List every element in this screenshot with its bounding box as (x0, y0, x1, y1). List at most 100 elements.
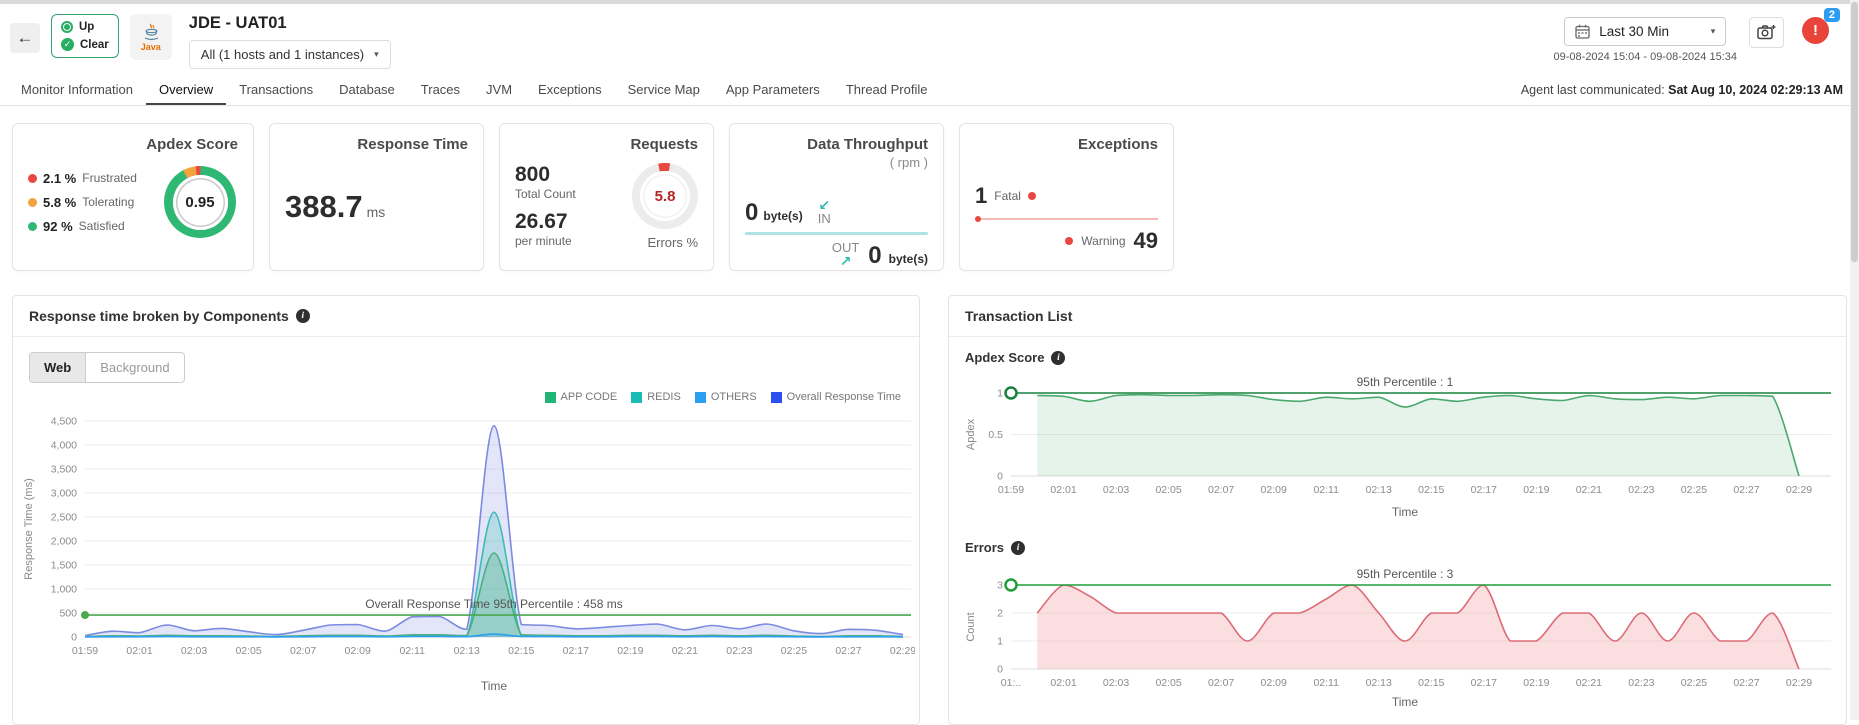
toggle-web[interactable]: Web (30, 353, 86, 382)
up-status-label: Up (79, 21, 94, 33)
fatal-dot-icon (1028, 192, 1036, 200)
health-status: ✓ Clear (61, 38, 109, 51)
svg-text:02:11: 02:11 (399, 645, 425, 657)
requests-total-label: Total Count (515, 187, 576, 201)
svg-text:02:05: 02:05 (235, 645, 261, 657)
chevron-down-icon: ▾ (374, 49, 379, 60)
svg-text:02:21: 02:21 (1576, 677, 1602, 689)
throughput-card-subtitle: ( rpm ) (745, 155, 928, 170)
svg-text:02:15: 02:15 (508, 645, 534, 657)
tab-app-parameters[interactable]: App Parameters (713, 75, 833, 105)
svg-text:02:27: 02:27 (1733, 677, 1759, 689)
tab-overview[interactable]: Overview (146, 75, 226, 105)
tab-traces[interactable]: Traces (408, 75, 473, 105)
monitor-type-label: Java (141, 42, 161, 52)
monitor-type-badge: Java (130, 14, 172, 60)
svg-text:02:29: 02:29 (1786, 484, 1812, 496)
back-button[interactable]: ← (10, 23, 40, 53)
tab-thread-profile[interactable]: Thread Profile (833, 75, 941, 105)
svg-text:02:25: 02:25 (1681, 484, 1707, 496)
svg-text:02:19: 02:19 (1523, 484, 1549, 496)
svg-text:02:01: 02:01 (126, 645, 152, 657)
svg-text:02:15: 02:15 (1418, 484, 1444, 496)
scrollbar-thumb[interactable] (1851, 2, 1858, 262)
svg-text:2: 2 (997, 608, 1003, 620)
data-throughput-card: Data Throughput ( rpm ) 0 byte(s) ↙ IN O… (729, 123, 944, 271)
java-icon (141, 23, 161, 41)
components-panel: Response time broken by Components i Web… (12, 295, 920, 725)
legend-item-overall-response-time[interactable]: Overall Response Time (771, 391, 901, 403)
fatal-label: Fatal (994, 189, 1021, 203)
info-icon[interactable]: i (296, 309, 310, 323)
tab-monitor-information[interactable]: Monitor Information (8, 75, 146, 105)
errors-chart: 012301:..02:0102:0302:0502:0702:0902:110… (961, 561, 1835, 711)
svg-text:02:29: 02:29 (1786, 677, 1812, 689)
svg-text:1,500: 1,500 (51, 560, 77, 572)
time-period-dropdown[interactable]: Last 30 Min ▾ (1564, 17, 1726, 46)
svg-text:2,000: 2,000 (51, 536, 77, 548)
svg-text:02:05: 02:05 (1155, 484, 1181, 496)
svg-text:0: 0 (997, 664, 1003, 676)
transaction-list-panel: Transaction List Apdex Score i 00.5101:5… (948, 295, 1847, 725)
legend-swatch-icon (545, 392, 556, 403)
svg-text:3,000: 3,000 (51, 488, 77, 500)
svg-text:02:21: 02:21 (672, 645, 698, 657)
time-range-text: 09-08-2024 15:04 - 09-08-2024 15:34 (1554, 51, 1737, 63)
apdex-gauge-value: 0.95 (173, 175, 228, 230)
kpi-cards-row: Apdex Score 2.1 %Frustrated5.8 %Tolerati… (0, 106, 1859, 271)
requests-card-title: Requests (515, 136, 698, 153)
svg-text:0: 0 (997, 471, 1003, 483)
exceptions-line (975, 218, 1158, 220)
tab-database[interactable]: Database (326, 75, 408, 105)
svg-text:02:13: 02:13 (1366, 677, 1392, 689)
legend-item-app-code[interactable]: APP CODE (545, 391, 618, 403)
info-icon[interactable]: i (1011, 541, 1025, 555)
legend-item-redis[interactable]: REDIS (631, 391, 681, 403)
svg-text:02:01: 02:01 (1050, 677, 1076, 689)
tab-service-map[interactable]: Service Map (615, 75, 713, 105)
tab-list: Monitor InformationOverviewTransactionsD… (8, 75, 940, 105)
tab-exceptions[interactable]: Exceptions (525, 75, 615, 105)
svg-text:500: 500 (59, 608, 77, 620)
alarms-button[interactable]: ! 2 (1802, 17, 1829, 44)
apdex-legend-row: 5.8 %Tolerating (28, 195, 137, 210)
throughput-out-unit: byte(s) (889, 252, 928, 268)
info-icon[interactable]: i (1051, 351, 1065, 365)
host-instance-dropdown[interactable]: All (1 hosts and 1 instances) ▾ (189, 40, 391, 69)
errors-section-title: Errors (965, 540, 1004, 555)
snapshot-button[interactable] (1749, 17, 1784, 48)
errors-gauge-label: Errors % (632, 235, 698, 250)
legend-dot-icon (28, 174, 37, 183)
legend-swatch-icon (631, 392, 642, 403)
agent-last-communicated: Agent last communicated: Sat Aug 10, 202… (1521, 83, 1843, 105)
svg-text:02:23: 02:23 (1628, 484, 1654, 496)
throughput-out-value: 0 (868, 244, 881, 268)
legend-swatch-icon (771, 392, 782, 403)
tab-jvm[interactable]: JVM (473, 75, 525, 105)
legend-dot-icon (28, 198, 37, 207)
requests-total-value: 800 (515, 163, 576, 187)
svg-text:02:05: 02:05 (1155, 677, 1181, 689)
page-scrollbar[interactable] (1850, 0, 1859, 720)
warning-label: Warning (1081, 234, 1125, 248)
agent-last-communicated-label: Agent last communicated: (1521, 83, 1668, 97)
throughput-in-unit: byte(s) (763, 209, 802, 225)
svg-text:02:17: 02:17 (1471, 484, 1497, 496)
throughput-in-value: 0 (745, 201, 758, 225)
legend-item-others[interactable]: OTHERS (695, 391, 757, 403)
requests-rate-label: per minute (515, 234, 576, 248)
time-period-value: Last 30 Min (1599, 24, 1669, 39)
camera-icon (1757, 24, 1776, 41)
toggle-background[interactable]: Background (86, 353, 183, 382)
calendar-icon (1575, 24, 1590, 39)
tab-transactions[interactable]: Transactions (226, 75, 326, 105)
svg-text:Time: Time (1392, 505, 1419, 519)
svg-text:02:23: 02:23 (1628, 677, 1654, 689)
svg-text:1,000: 1,000 (51, 584, 77, 596)
clear-status-label: Clear (80, 39, 109, 51)
host-instance-dropdown-value: All (1 hosts and 1 instances) (201, 47, 364, 62)
svg-text:1: 1 (997, 388, 1003, 400)
svg-text:Time: Time (481, 679, 508, 693)
back-arrow-icon: ← (17, 28, 34, 48)
web-background-toggle: Web Background (29, 352, 185, 383)
